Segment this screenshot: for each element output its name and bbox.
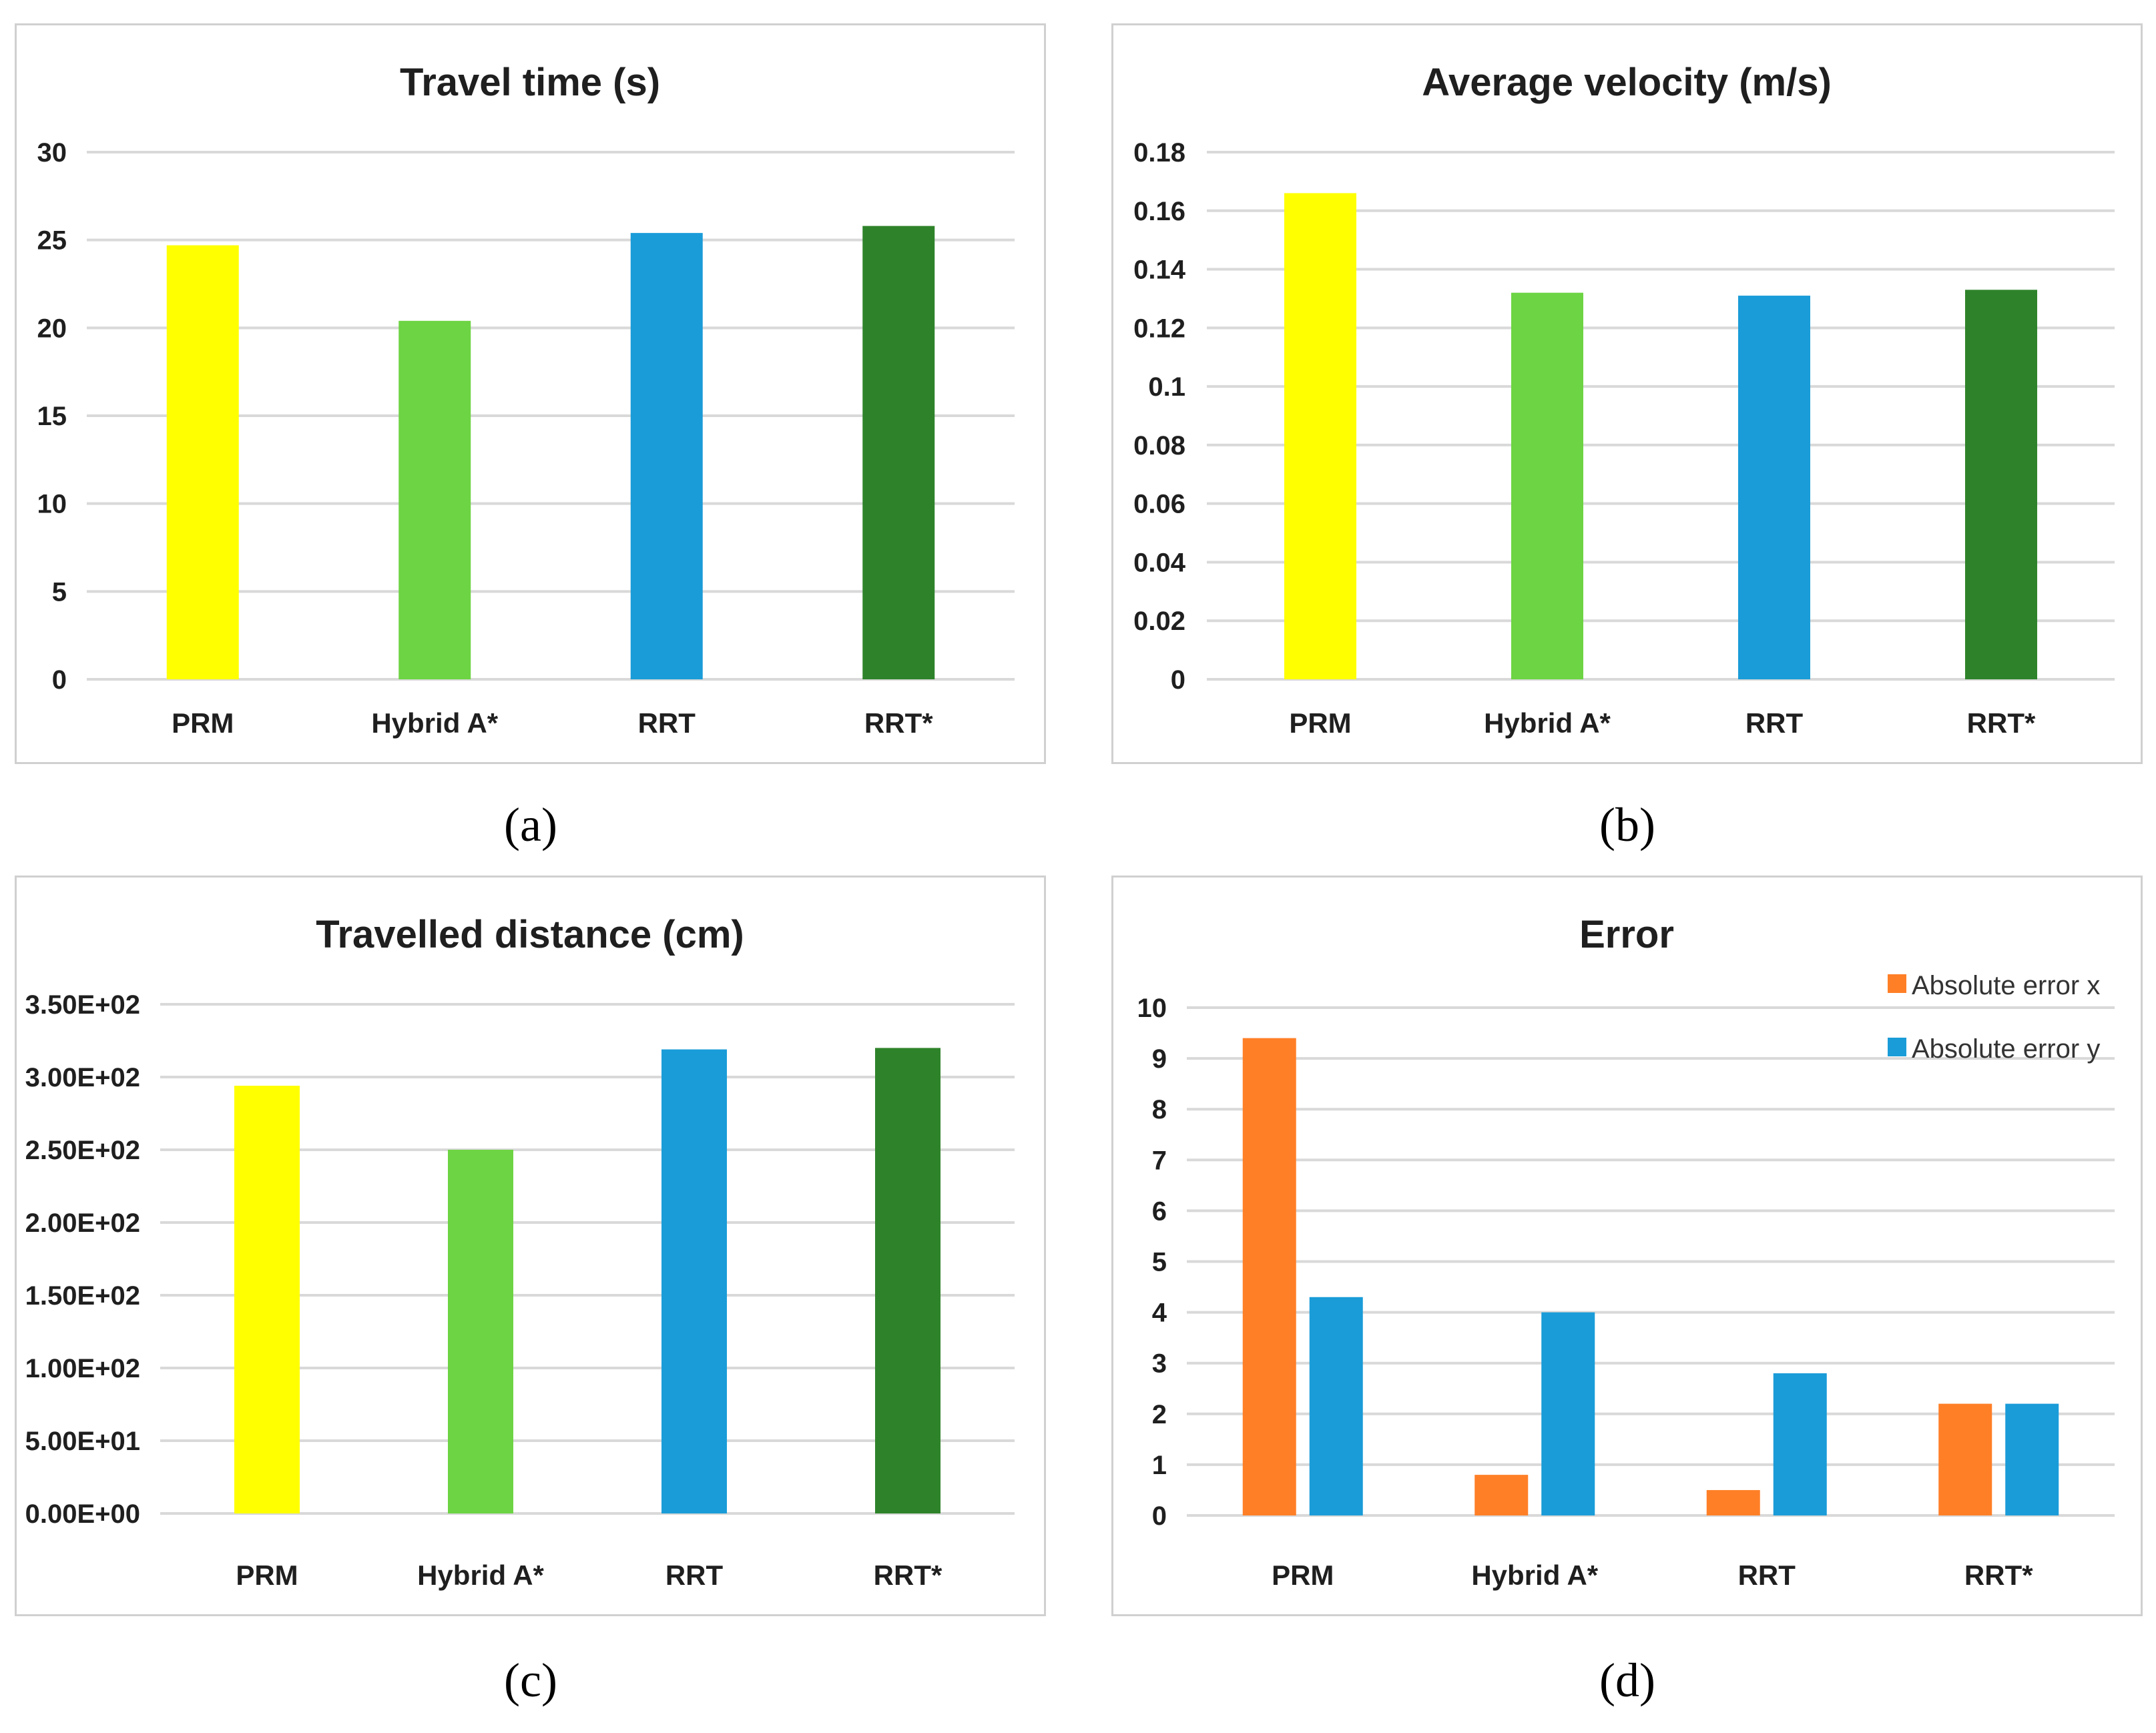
caption-a: (a) [504, 798, 557, 851]
y-tick-label: 0.02 [1133, 607, 1185, 636]
x-category-label: Hybrid A* [417, 1559, 544, 1591]
bar-hybrid-a [448, 1150, 513, 1513]
chart-error-svg: Error 0 1 2 3 4 5 6 7 8 9 10 PRM Hybrid A* RRT RRT* Abso… [1137, 913, 2115, 1591]
bar-absolute-error-x-rrt [1938, 1403, 1992, 1515]
legend-swatch-absolute-error-x [1888, 974, 1906, 993]
y-tick-label: 0.18 [1133, 138, 1185, 167]
x-category-label: RRT [1745, 707, 1804, 739]
y-tick-label: 5 [52, 577, 67, 607]
y-tick-label: 0 [1152, 1501, 1167, 1531]
chart-title: Travel time (s) [400, 61, 660, 104]
bar-absolute-error-y-rrt [2005, 1403, 2059, 1515]
y-tick-label: 0.06 [1133, 490, 1185, 519]
bar-absolute-error-x-rrt [1706, 1489, 1760, 1515]
y-tick-label: 3 [1152, 1349, 1167, 1379]
chart-travelled-distance: Travelled distance (cm) 0.00E+00 5.00E+01 1… [15, 876, 1046, 1616]
bar-rrt [661, 1049, 727, 1513]
bar-absolute-error-y-hybrid-a [1541, 1312, 1595, 1515]
y-tick-label: 3.00E+02 [25, 1063, 140, 1092]
y-tick-label: 0.04 [1133, 548, 1186, 577]
chart-travel-time-svg: Travel time (s) 0 5 10 15 20 25 30 PRM Hybrid A* R… [37, 61, 1015, 739]
legend-label: Absolute error x [1912, 971, 2100, 1000]
bar-absolute-error-y-rrt [1773, 1373, 1827, 1515]
caption-c: (c) [504, 1654, 557, 1707]
x-category-label: PRM [1289, 707, 1351, 739]
y-tick-label: 0.00E+00 [25, 1499, 140, 1529]
y-tick-label: 0.12 [1133, 314, 1185, 343]
bar-hybrid-a [1511, 292, 1583, 680]
y-tick-label: 10 [1137, 994, 1167, 1023]
y-tick-label: 10 [37, 490, 67, 519]
bar-rrt [1738, 296, 1810, 679]
x-category-label: PRM [236, 1559, 298, 1591]
x-category-label: RRT* [874, 1559, 942, 1591]
bar-rrt [862, 226, 935, 680]
y-tick-label: 5 [1152, 1248, 1167, 1277]
x-category-label: Hybrid A* [1484, 707, 1611, 739]
bar-absolute-error-y-prm [1309, 1297, 1363, 1515]
x-category-label: RRT [665, 1559, 724, 1591]
y-tick-label: 0 [52, 665, 67, 695]
y-tick-label: 1.50E+02 [25, 1281, 140, 1311]
y-tick-label: 6 [1152, 1196, 1167, 1226]
legend-label: Absolute error y [1912, 1034, 2100, 1064]
chart-title: Average velocity (m/s) [1422, 61, 1832, 104]
y-tick-label: 20 [37, 314, 67, 343]
bar-rrt [875, 1048, 940, 1513]
y-tick-label: 0 [1171, 665, 1185, 695]
bar-prm [1284, 193, 1356, 679]
y-tick-label: 3.50E+02 [25, 990, 140, 1020]
y-tick-label: 7 [1152, 1146, 1167, 1175]
caption-d: (d) [1599, 1654, 1655, 1707]
x-category-label: RRT [1738, 1559, 1796, 1591]
y-tick-label: 5.00E+01 [25, 1427, 140, 1456]
bar-absolute-error-x-hybrid-a [1474, 1475, 1529, 1515]
y-tick-label: 0.08 [1133, 431, 1185, 460]
y-tick-label: 9 [1152, 1044, 1167, 1074]
y-tick-label: 1 [1152, 1451, 1167, 1480]
y-tick-label: 15 [37, 402, 67, 431]
chart-title: Travelled distance (cm) [316, 913, 744, 956]
y-tick-label: 2.00E+02 [25, 1208, 140, 1238]
bar-hybrid-a [398, 320, 471, 679]
x-category-label: Hybrid A* [371, 707, 498, 739]
legend-swatch-absolute-error-y [1888, 1038, 1906, 1056]
y-tick-label: 30 [37, 138, 67, 167]
x-category-label: RRT* [1964, 1559, 2033, 1591]
chart-title: Error [1579, 913, 1674, 956]
chart-average-velocity-svg: Average velocity (m/s) 0 0.02 0.04 0.06 0.08 0… [1133, 61, 2115, 739]
bar-rrt [1965, 290, 2037, 679]
chart-error: Error 0 1 2 3 4 5 6 7 8 9 10 PRM Hybrid A* RRT RRT* Abso… [1111, 876, 2143, 1616]
y-tick-label: 2 [1152, 1400, 1167, 1429]
y-tick-label: 4 [1152, 1299, 1167, 1328]
x-category-label: RRT [638, 707, 696, 739]
y-tick-label: 25 [37, 226, 67, 256]
chart-travelled-distance-svg: Travelled distance (cm) 0.00E+00 5.00E+01 1… [25, 913, 1015, 1591]
bar-prm [166, 245, 239, 680]
y-tick-label: 2.50E+02 [25, 1136, 140, 1165]
y-tick-label: 0.14 [1133, 256, 1186, 285]
x-category-label: RRT* [1967, 707, 2036, 739]
bar-prm [234, 1086, 300, 1513]
y-tick-label: 0.1 [1148, 372, 1185, 402]
y-tick-label: 1.00E+02 [25, 1354, 140, 1383]
x-category-label: PRM [1272, 1559, 1334, 1591]
x-category-label: PRM [172, 707, 234, 739]
y-tick-label: 8 [1152, 1095, 1167, 1124]
chart-travel-time: Travel time (s) 0 5 10 15 20 25 30 PRM Hybrid A* R… [15, 23, 1046, 764]
bar-absolute-error-x-prm [1242, 1038, 1296, 1515]
x-category-label: RRT* [864, 707, 933, 739]
y-tick-label: 0.16 [1133, 197, 1185, 226]
bar-rrt [630, 233, 703, 680]
chart-average-velocity: Average velocity (m/s) 0 0.02 0.04 0.06 0.08 0… [1111, 23, 2143, 764]
caption-b: (b) [1599, 798, 1655, 851]
x-category-label: Hybrid A* [1471, 1559, 1598, 1591]
